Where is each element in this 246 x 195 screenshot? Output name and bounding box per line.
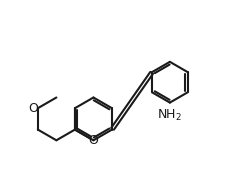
Text: NH$_2$: NH$_2$ [157,108,182,123]
Text: O: O [88,134,98,147]
Text: O: O [29,102,38,115]
